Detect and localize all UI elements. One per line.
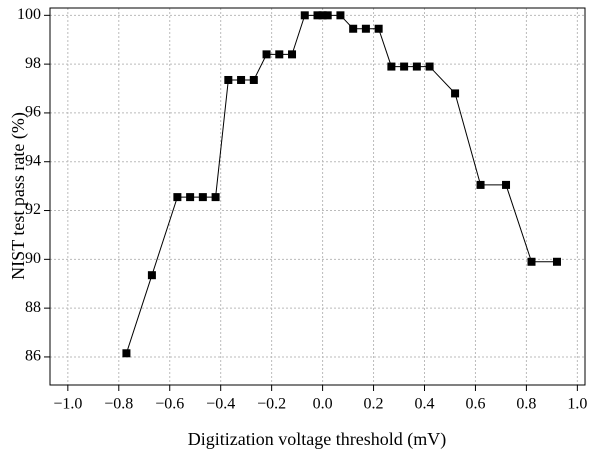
x-tick-label: 0.6 [465, 396, 485, 413]
data-point [275, 50, 284, 59]
x-tick-label: 0.8 [516, 396, 536, 413]
y-axis-label: NIST test pass rate (%) [8, 112, 29, 280]
data-point [374, 24, 383, 33]
plot-frame [49, 7, 586, 386]
data-point [186, 193, 195, 202]
data-point [147, 271, 156, 280]
y-tick-label: 94 [25, 152, 41, 169]
y-tick-label: 92 [25, 201, 41, 218]
x-tick-label: −0.2 [257, 396, 286, 413]
data-point [122, 349, 131, 358]
data-point [425, 62, 434, 71]
data-line [125, 14, 557, 354]
data-point [349, 24, 358, 33]
data-point [249, 75, 258, 84]
y-tick-label: 98 [25, 55, 41, 72]
x-tick-label: 0.2 [364, 396, 384, 413]
data-point [451, 89, 460, 98]
data-point [502, 180, 511, 189]
data-point [198, 193, 207, 202]
data-point [361, 24, 370, 33]
y-tick-label: 96 [25, 104, 41, 121]
data-point [224, 75, 233, 84]
data-point [387, 62, 396, 71]
y-tick-label: 86 [25, 348, 41, 365]
data-point [262, 50, 271, 59]
data-point [336, 11, 345, 20]
y-tick-label: 88 [25, 299, 41, 316]
x-tick-label: 1.0 [567, 396, 587, 413]
data-point [300, 11, 309, 20]
data-point [237, 75, 246, 84]
x-tick-label: −1.0 [53, 396, 82, 413]
data-point [400, 62, 409, 71]
y-tick-label: 100 [17, 6, 41, 23]
x-axis-label: Digitization voltage threshold (mV) [188, 429, 446, 450]
data-point [313, 11, 322, 20]
data-point [552, 257, 561, 266]
data-point [476, 180, 485, 189]
data-point [318, 11, 327, 20]
data-point [211, 193, 220, 202]
x-tick-label: 0.4 [415, 396, 435, 413]
data-point [173, 193, 182, 202]
x-tick-label: −0.4 [206, 396, 235, 413]
x-tick-label: 0.0 [313, 396, 333, 413]
y-tick-label: 90 [25, 250, 41, 267]
x-tick-label: −0.6 [155, 396, 184, 413]
data-point [323, 11, 332, 20]
x-tick-label: −0.8 [104, 396, 133, 413]
data-point [527, 257, 536, 266]
data-point [412, 62, 421, 71]
data-point [288, 50, 297, 59]
